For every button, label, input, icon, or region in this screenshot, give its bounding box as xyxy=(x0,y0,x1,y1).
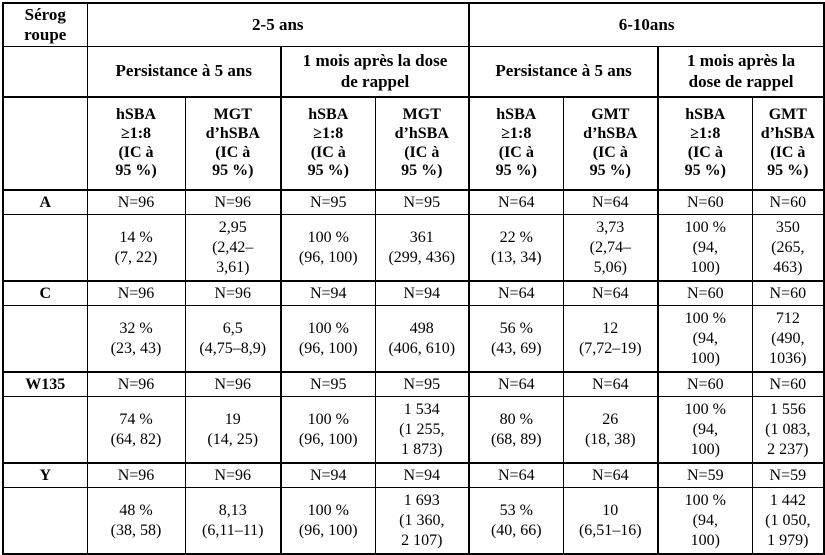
section-header-6-10-rappel: 1 mois après la dose de rappel xyxy=(657,46,825,98)
serogroup-label: C xyxy=(2,280,88,306)
n-value-cell: N=96 xyxy=(86,280,186,306)
value-cell: 12 (7,72–19) xyxy=(562,305,659,373)
section-header-6-10-persistance: Persistance à 5 ans xyxy=(468,46,659,98)
value-cell: 2,95 (2,42– 3,61) xyxy=(184,214,282,282)
value-cell: 1 556 (1 083, 2 237) xyxy=(751,396,825,464)
value-cell: 3,73 (2,74– 5,06) xyxy=(562,214,659,282)
value-cell: 100 % (96, 100) xyxy=(280,214,376,282)
n-value-cell: N=96 xyxy=(86,189,186,215)
value-cell: 14 % (7, 22) xyxy=(86,214,186,282)
n-value-cell: N=64 xyxy=(468,462,564,488)
value-cell: 1 693 (1 360, 2 107) xyxy=(374,487,470,555)
n-value-cell: N=60 xyxy=(751,371,825,397)
section-header-2-5-persistance: Persistance à 5 ans xyxy=(86,46,282,98)
value-cell: 100 % (96, 100) xyxy=(280,305,376,373)
value-cell: 350 (265, 463) xyxy=(751,214,825,282)
serogroup-label: W135 xyxy=(2,371,88,397)
n-value-cell: N=94 xyxy=(280,462,376,488)
n-value-cell: N=96 xyxy=(184,280,282,306)
age-group-header-2-5: 2-5 ans xyxy=(86,2,470,47)
n-value-cell: N=94 xyxy=(374,280,470,306)
column-header-gmt: GMT d’hSBA (IC à 95 %) xyxy=(562,96,659,191)
column-header-hsba: hSBA ≥1:8 (IC à 95 %) xyxy=(280,96,376,191)
value-cell: 1 442 (1 050, 1 979) xyxy=(751,487,825,555)
value-cell: 100 % (94, 100) xyxy=(657,305,753,373)
n-value-cell: N=60 xyxy=(657,371,753,397)
column-header-hsba: hSBA ≥1:8 (IC à 95 %) xyxy=(468,96,564,191)
column-header-mgt: MGT d’hSBA (IC à 95 %) xyxy=(374,96,470,191)
value-cell: 100 % (96, 100) xyxy=(280,487,376,555)
value-cell: 100 % (96, 100) xyxy=(280,396,376,464)
n-value-cell: N=60 xyxy=(657,189,753,215)
empty-cell xyxy=(2,46,88,98)
n-value-cell: N=96 xyxy=(86,371,186,397)
empty-cell xyxy=(2,487,88,555)
value-cell: 48 % (38, 58) xyxy=(86,487,186,555)
empty-cell xyxy=(2,305,88,373)
value-cell: 100 % (94, 100) xyxy=(657,487,753,555)
value-cell: 74 % (64, 82) xyxy=(86,396,186,464)
n-value-cell: N=64 xyxy=(562,371,659,397)
value-cell: 712 (490, 1036) xyxy=(751,305,825,373)
n-value-cell: N=95 xyxy=(374,371,470,397)
n-value-cell: N=60 xyxy=(751,189,825,215)
n-value-cell: N=95 xyxy=(280,371,376,397)
n-value-cell: N=64 xyxy=(468,280,564,306)
value-cell: 1 534 (1 255, 1 873) xyxy=(374,396,470,464)
value-cell: 22 % (13, 34) xyxy=(468,214,564,282)
n-value-cell: N=94 xyxy=(280,280,376,306)
n-value-cell: N=60 xyxy=(657,280,753,306)
value-cell: 53 % (40, 66) xyxy=(468,487,564,555)
value-cell: 26 (18, 38) xyxy=(562,396,659,464)
n-value-cell: N=94 xyxy=(374,462,470,488)
n-value-cell: N=64 xyxy=(562,189,659,215)
column-header-hsba: hSBA ≥1:8 (IC à 95 %) xyxy=(657,96,753,191)
value-cell: 100 % (94, 100) xyxy=(657,396,753,464)
n-value-cell: N=64 xyxy=(562,280,659,306)
value-cell: 56 % (43, 69) xyxy=(468,305,564,373)
n-value-cell: N=96 xyxy=(184,462,282,488)
serogroup-label: A xyxy=(2,189,88,215)
value-cell: 8,13 (6,11–11) xyxy=(184,487,282,555)
value-cell: 6,5 (4,75–8,9) xyxy=(184,305,282,373)
value-cell: 10 (6,51–16) xyxy=(562,487,659,555)
n-value-cell: N=59 xyxy=(751,462,825,488)
value-cell: 100 % (94, 100) xyxy=(657,214,753,282)
empty-cell xyxy=(2,396,88,464)
n-value-cell: N=64 xyxy=(562,462,659,488)
empty-cell xyxy=(2,214,88,282)
n-value-cell: N=96 xyxy=(184,189,282,215)
empty-cell xyxy=(2,96,88,191)
n-value-cell: N=59 xyxy=(657,462,753,488)
value-cell: 498 (406, 610) xyxy=(374,305,470,373)
section-header-2-5-rappel: 1 mois après la dose de rappel xyxy=(279,46,470,98)
column-header-hsba: hSBA ≥1:8 (IC à 95 %) xyxy=(86,96,186,191)
age-group-header-6-10: 6-10ans xyxy=(468,2,825,47)
value-cell: 32 % (23, 43) xyxy=(86,305,186,373)
n-value-cell: N=96 xyxy=(86,462,186,488)
n-value-cell: N=64 xyxy=(468,371,564,397)
corner-header-serogroupe: Sérog roupe xyxy=(2,2,88,47)
n-value-cell: N=60 xyxy=(751,280,825,306)
value-cell: 361 (299, 436) xyxy=(374,214,470,282)
n-value-cell: N=95 xyxy=(374,189,470,215)
n-value-cell: N=96 xyxy=(184,371,282,397)
serogroup-label: Y xyxy=(2,462,88,488)
value-cell: 80 % (68, 89) xyxy=(468,396,564,464)
column-header-mgt: MGT d’hSBA (IC à 95 %) xyxy=(184,96,282,191)
column-header-gmt: GMT d’hSBA (IC à 95 %) xyxy=(751,96,825,191)
n-value-cell: N=95 xyxy=(280,189,376,215)
n-value-cell: N=64 xyxy=(468,189,564,215)
value-cell: 19 (14, 25) xyxy=(184,396,282,464)
